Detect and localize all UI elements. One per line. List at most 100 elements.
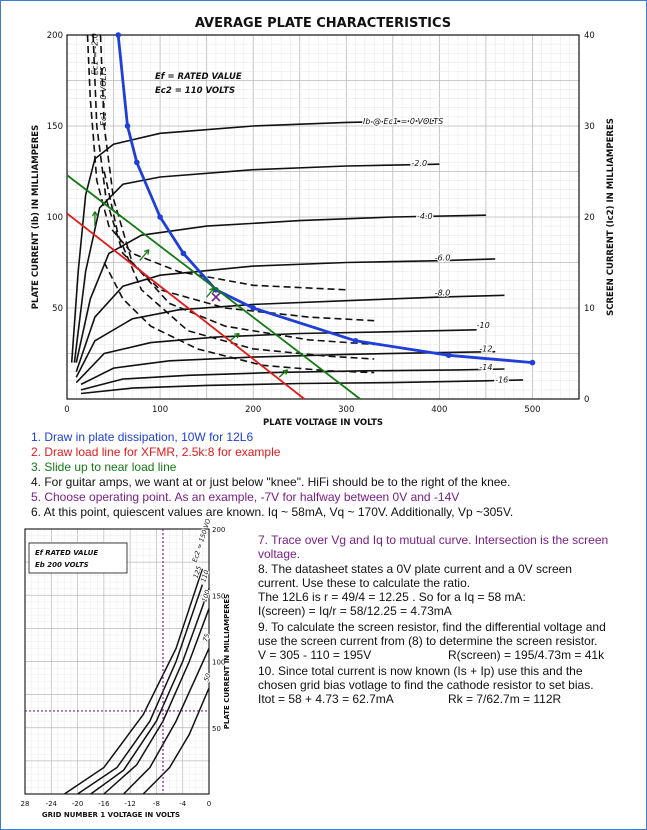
note-line: 10. Since total current is now known (Is… bbox=[258, 664, 583, 678]
note-line: Eb 200 VOLTS bbox=[35, 561, 89, 569]
x-tick-label: 200 bbox=[245, 405, 261, 415]
x-tick-label: -24 bbox=[46, 800, 58, 808]
curve-label: Ec1 = 0 VOLTS bbox=[99, 66, 108, 126]
y-tick-label: 200 bbox=[47, 31, 63, 41]
step-1: 1. Draw in plate dissipation, 10W for 12… bbox=[31, 430, 254, 444]
note-line: 7. Trace over Vg and Iq to mutual curve.… bbox=[258, 533, 609, 547]
mutual-curve-label: 50 bbox=[202, 672, 212, 682]
y2-tick-label: 40 bbox=[584, 31, 595, 41]
step-3: 3. Slide up to near load line bbox=[31, 460, 177, 474]
x-tick-label: -20 bbox=[72, 800, 83, 808]
curve-label: -16 bbox=[495, 376, 508, 385]
arrow-head bbox=[91, 211, 98, 217]
chart-title: AVERAGE PLATE CHARACTERISTICS bbox=[195, 16, 451, 31]
mutual-curve bbox=[77, 584, 204, 795]
mutual-curve bbox=[90, 588, 210, 795]
y-axis-label: PLATE CURRENT (Ib) IN MILLIAMPERES bbox=[31, 125, 41, 309]
y-tick-label: 200 bbox=[212, 526, 225, 534]
slide-arrow bbox=[206, 287, 215, 298]
plot-frame bbox=[66, 34, 580, 400]
x-axis-label: GRID NUMBER 1 VOLTAGE IN VOLTS bbox=[42, 811, 180, 819]
curve-label: -6.0 bbox=[435, 254, 451, 263]
curve-label: Ec1 = -2.0 bbox=[91, 33, 100, 75]
mutual-curve bbox=[142, 687, 210, 795]
x-tick-label: 0 bbox=[207, 800, 211, 808]
curve-label: -4.0 bbox=[417, 212, 433, 221]
plate-curve bbox=[80, 368, 505, 391]
y-tick-label: 100 bbox=[47, 213, 63, 223]
arrow-head bbox=[234, 332, 240, 339]
mutual-curve-label: 75 bbox=[201, 633, 211, 643]
note-box bbox=[28, 542, 128, 574]
plate-curve bbox=[70, 119, 440, 363]
step-10-note: 10. Since total current is now known (Is… bbox=[258, 664, 643, 706]
y2-tick-label: 20 bbox=[584, 213, 595, 223]
x-tick-label: -16 bbox=[98, 800, 110, 808]
curve-label: -2.0 bbox=[411, 159, 427, 168]
step-8-note: 8. The datasheet states a 0V plate curre… bbox=[258, 562, 643, 618]
plate-curve bbox=[75, 258, 496, 372]
step-6: 6. At this point, quiescent values are k… bbox=[31, 505, 514, 519]
step-7-note: 7. Trace over Vg and Iq to mutual curve.… bbox=[258, 533, 643, 561]
note-line: Ef = RATED VALUE bbox=[155, 72, 242, 82]
mutual-curve bbox=[63, 568, 204, 795]
y2-tick-label: 30 bbox=[584, 122, 595, 132]
dissipation-point bbox=[115, 32, 121, 38]
dissipation-point bbox=[134, 159, 140, 166]
cathode-resistor-calc: Rk = 7/62.7m = 112R bbox=[448, 692, 562, 706]
step-4: 4. For guitar amps, we want at or just b… bbox=[31, 475, 511, 489]
y2-tick-label: 10 bbox=[584, 304, 595, 314]
note-line: The 12L6 is r = 49/4 = 12.25 . So for a … bbox=[258, 590, 526, 604]
slide-arrow bbox=[139, 249, 150, 262]
mutual-curve bbox=[123, 647, 210, 795]
x-tick-label: 28 bbox=[21, 800, 30, 808]
curve-label: Ib @ Ec1 = 0 VOLTS bbox=[363, 117, 443, 126]
plate-curve bbox=[75, 214, 486, 363]
slide-arrow bbox=[278, 369, 289, 378]
note-line: Ef RATED VALUE bbox=[35, 549, 98, 557]
x-tick-label: -4 bbox=[179, 800, 187, 808]
y-tick-label: 50 bbox=[52, 304, 63, 314]
note-calc-row: Itot = 58 + 4.73 = 62.7mA Rk = 7/62.7m =… bbox=[258, 692, 643, 706]
step-2: 2. Draw load line for XFMR, 2.5k:8 for e… bbox=[31, 445, 281, 459]
overlay-series-3 bbox=[66, 174, 361, 400]
step-5: 5. Choose operating point. As an example… bbox=[31, 490, 460, 504]
curve-label: -8.0 bbox=[435, 288, 451, 297]
screen-curve bbox=[103, 262, 375, 374]
dissipation-point bbox=[352, 337, 359, 344]
curve-label: -12 bbox=[479, 345, 492, 354]
y-axis-label: PLATE CURRENT IN MILLIAMPERES bbox=[223, 594, 231, 729]
note-calc-row: V = 305 - 110 = 195V R(screen) = 195/4.7… bbox=[258, 648, 643, 662]
plate-curve bbox=[80, 379, 524, 395]
note-line: current. Use these to calculate the rati… bbox=[258, 576, 471, 590]
operating-point bbox=[211, 292, 221, 302]
step-9-note: 9. To calculate the screen resistor, fin… bbox=[258, 620, 643, 662]
dissipation-point bbox=[529, 359, 536, 366]
total-current-calc: Itot = 58 + 4.73 = 62.7mA bbox=[258, 692, 394, 706]
dissipation-point bbox=[250, 305, 256, 311]
y-tick-label: 100 bbox=[212, 659, 225, 667]
x-tick-label: 500 bbox=[524, 405, 540, 415]
plate-characteristics-chart: AVERAGE PLATE CHARACTERISTICS PLATE VOLTA… bbox=[31, 16, 616, 428]
dissipation-point bbox=[180, 250, 187, 257]
x-tick-label: 0 bbox=[64, 405, 69, 415]
x-tick-label: 400 bbox=[431, 405, 447, 415]
plate-curve bbox=[75, 329, 477, 384]
curve-label: -10 bbox=[477, 321, 490, 330]
y-tick-label: 50 bbox=[212, 725, 221, 733]
dissipation-point bbox=[157, 214, 163, 220]
note-line: Ec2 = 110 VOLTS bbox=[155, 86, 235, 96]
y2-axis-label: SCREEN CURRENT (Ic2) IN MILLIAMPERES bbox=[606, 118, 616, 316]
screen-curve bbox=[103, 171, 375, 360]
y-tick-label: 150 bbox=[47, 122, 63, 132]
x-tick-label: 300 bbox=[338, 405, 354, 415]
mutual-curve-label: 100 bbox=[200, 589, 211, 603]
overlay-series-2 bbox=[66, 212, 305, 400]
note-line: I(screen) = Iq/r = 58/12.25 = 4.73mA bbox=[258, 604, 452, 618]
x-tick-label: 100 bbox=[152, 405, 168, 415]
dissipation-point bbox=[124, 123, 131, 129]
note-line: use the screen current from (8) to deter… bbox=[258, 634, 598, 648]
arrow-head bbox=[282, 369, 289, 375]
plate-curve bbox=[75, 294, 505, 378]
screen-resistor-calc: R(screen) = 195/4.73m = 41k bbox=[448, 648, 605, 662]
